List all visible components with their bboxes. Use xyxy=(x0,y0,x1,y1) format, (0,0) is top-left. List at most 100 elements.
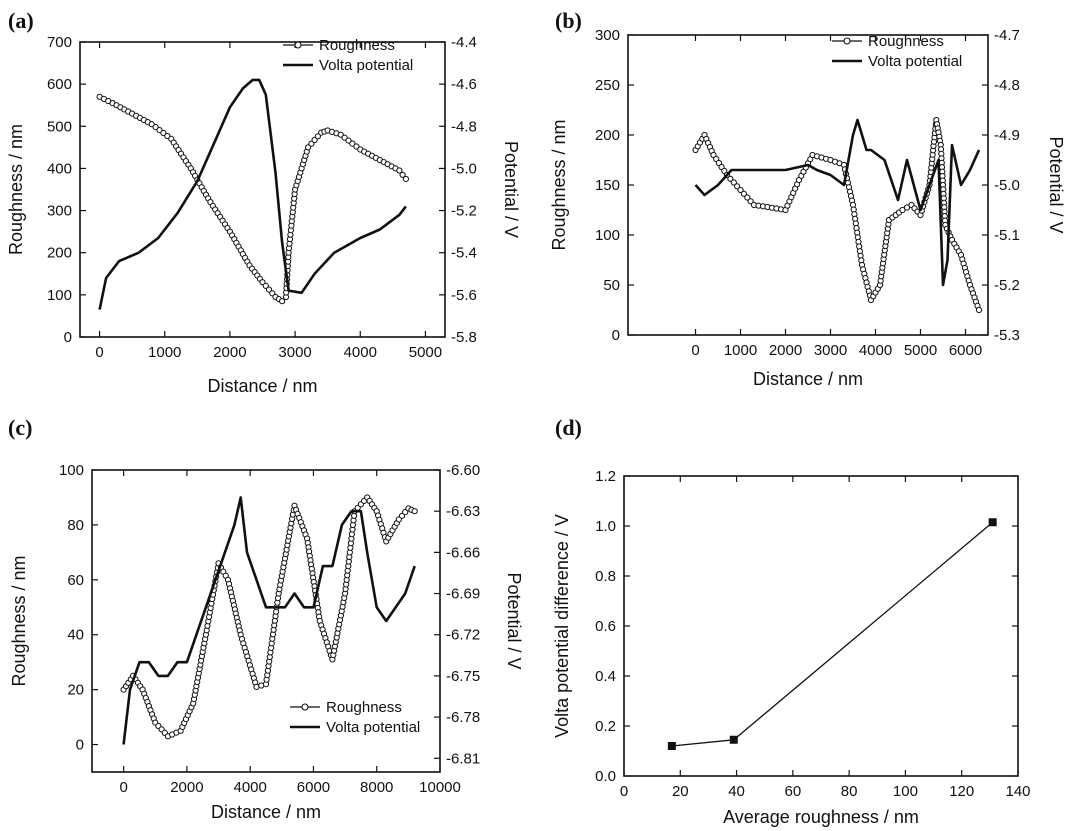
data-point xyxy=(396,167,403,174)
y-tick-label: 250 xyxy=(595,77,620,94)
y-axis-label: Roughness / nm xyxy=(9,555,29,686)
x-tick-label: 4000 xyxy=(233,779,266,796)
x-tick-label: 40 xyxy=(728,783,745,800)
data-point xyxy=(279,298,286,305)
data-point xyxy=(734,183,741,190)
y-tick-label: 0.0 xyxy=(595,768,616,785)
legend-entry: Volta potential xyxy=(319,57,413,74)
series-roughness xyxy=(96,93,409,305)
y-tick-label: 100 xyxy=(47,287,72,304)
data-point xyxy=(305,144,312,151)
x-tick-label: 4000 xyxy=(859,342,892,359)
legend-swatch-marker xyxy=(843,37,851,45)
y-tick-label: 600 xyxy=(47,76,72,93)
chart-panel-4: (d) 0 20 40 60 80 100 120 140 0.0 0.2 0.4 0.6 0.8 1.0 1… xyxy=(552,415,1031,827)
y2-tick-label: -4.4 xyxy=(451,34,477,51)
y2-tick-label: -4.8 xyxy=(451,118,477,135)
x-tick-label: 0 xyxy=(620,783,628,800)
x-axis-label: Distance / nm xyxy=(211,802,321,822)
data-point xyxy=(265,286,273,293)
series-volta-potential xyxy=(122,496,416,745)
data-point xyxy=(349,140,356,147)
y2-tick-label: -6.60 xyxy=(446,462,480,479)
data-point xyxy=(345,137,352,144)
plot-frame xyxy=(627,34,989,336)
y-tick-label: 300 xyxy=(595,27,620,44)
y-axis-label: Roughness / nm xyxy=(6,124,26,255)
y-tick-label: 200 xyxy=(595,127,620,144)
x-tick-label: 60 xyxy=(785,783,802,800)
y2-axis-label: Potential / V xyxy=(504,572,524,669)
x-tick-label: 10000 xyxy=(419,779,461,796)
chart-panel-2: (b) 0 1000 2000 3000 4000 5000 6000 0 50 100 150 200… xyxy=(549,8,1066,389)
x-tick-label: 80 xyxy=(841,783,858,800)
x-axis-label: Distance / nm xyxy=(207,376,317,396)
data-point xyxy=(311,136,318,144)
plot-frame xyxy=(91,469,441,773)
data-point xyxy=(411,508,418,515)
legend-entry: Roughness xyxy=(326,699,402,716)
data-point xyxy=(988,518,997,527)
x-tick-label: 1000 xyxy=(148,344,181,361)
chart-panel-1: (a) 0 1000 2000 3000 4000 5000 0 100 200 300 400 500… xyxy=(6,8,521,396)
panel-label: (a) xyxy=(8,8,34,33)
chart-panel-3: (c) 0 2000 4000 6000 8000 10000 0 20 40 60 80 100 -6.… xyxy=(8,415,524,822)
y-tick-label: 0 xyxy=(64,329,72,346)
data-point xyxy=(152,124,159,131)
y2-tick-label: -6.69 xyxy=(446,586,480,603)
x-tick-label: 1000 xyxy=(724,342,757,359)
x-tick-label: 8000 xyxy=(360,779,393,796)
y-tick-label: 400 xyxy=(47,160,72,177)
y-tick-label: 300 xyxy=(47,203,72,220)
x-axis-label: Average roughness / nm xyxy=(723,807,919,827)
legend: Roughness Volta potential xyxy=(832,33,962,70)
y2-tick-label: -4.6 xyxy=(451,76,477,93)
series-line xyxy=(694,118,981,287)
y2-tick-label: -5.0 xyxy=(994,177,1020,194)
x-tick-label: 140 xyxy=(1005,783,1030,800)
y-tick-label: 100 xyxy=(59,462,84,479)
y-tick-label: 0 xyxy=(76,737,84,754)
data-point xyxy=(744,194,751,201)
data-point xyxy=(975,306,983,314)
panel-label: (d) xyxy=(555,415,582,440)
y2-tick-label: -6.72 xyxy=(446,627,480,644)
x-tick-label: 0 xyxy=(691,342,699,359)
data-point xyxy=(337,131,344,138)
x-tick-label: 100 xyxy=(893,783,918,800)
y-tick-label: 150 xyxy=(595,177,620,194)
series-volta-potential xyxy=(98,78,407,310)
y-tick-label: 20 xyxy=(67,682,84,699)
y-tick-label: 60 xyxy=(67,572,84,589)
y-tick-label: 200 xyxy=(47,245,72,262)
y-tick-label: 100 xyxy=(595,227,620,244)
legend-entry: Roughness xyxy=(868,33,944,50)
legend-swatch-marker xyxy=(301,703,309,711)
series-line xyxy=(671,521,994,747)
series-line xyxy=(98,78,407,310)
data-point xyxy=(160,129,167,137)
x-tick-label: 2000 xyxy=(170,779,203,796)
data-point xyxy=(727,175,734,182)
y2-tick-label: -6.81 xyxy=(446,750,480,767)
y2-tick-label: -5.6 xyxy=(451,287,477,304)
data-point xyxy=(399,171,406,178)
x-tick-label: 5000 xyxy=(409,344,442,361)
y-tick-label: 0.6 xyxy=(595,618,616,635)
y2-tick-label: -5.1 xyxy=(994,227,1020,244)
x-tick-label: 4000 xyxy=(344,344,377,361)
data-point xyxy=(740,190,748,197)
legend: Roughness Volta potential xyxy=(290,699,420,736)
x-tick-label: 6000 xyxy=(949,342,982,359)
data-point xyxy=(667,742,676,750)
y-tick-label: 0 xyxy=(612,327,620,344)
y2-axis-label: Potential / V xyxy=(1046,136,1066,233)
series-line xyxy=(694,119,980,311)
y-tick-label: 0.2 xyxy=(595,718,616,735)
series-roughness xyxy=(120,494,418,740)
y-tick-label: 1.0 xyxy=(595,518,616,535)
y2-tick-label: -5.4 xyxy=(451,245,477,262)
y-axis-label: Volta potential difference / V xyxy=(552,514,572,738)
legend: Roughness Volta potential xyxy=(283,37,413,74)
